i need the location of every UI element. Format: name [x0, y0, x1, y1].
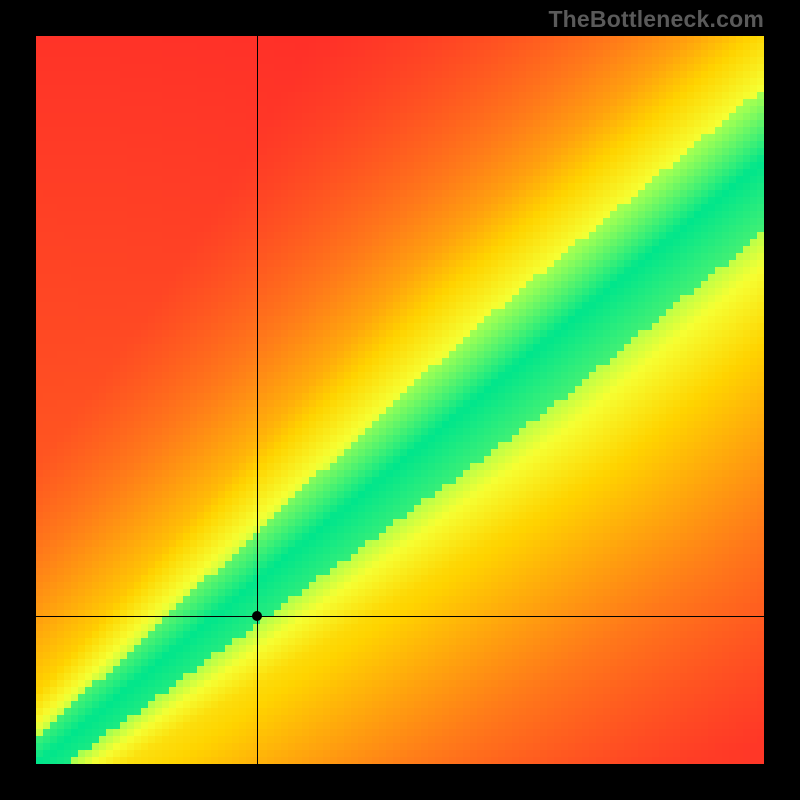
crosshair-vertical	[257, 36, 258, 764]
bottleneck-heatmap	[36, 36, 764, 764]
plot-area	[36, 36, 764, 764]
watermark-text: TheBottleneck.com	[548, 6, 764, 33]
crosshair-horizontal	[36, 616, 764, 617]
image-root: TheBottleneck.com	[0, 0, 800, 800]
data-point-marker	[252, 611, 262, 621]
